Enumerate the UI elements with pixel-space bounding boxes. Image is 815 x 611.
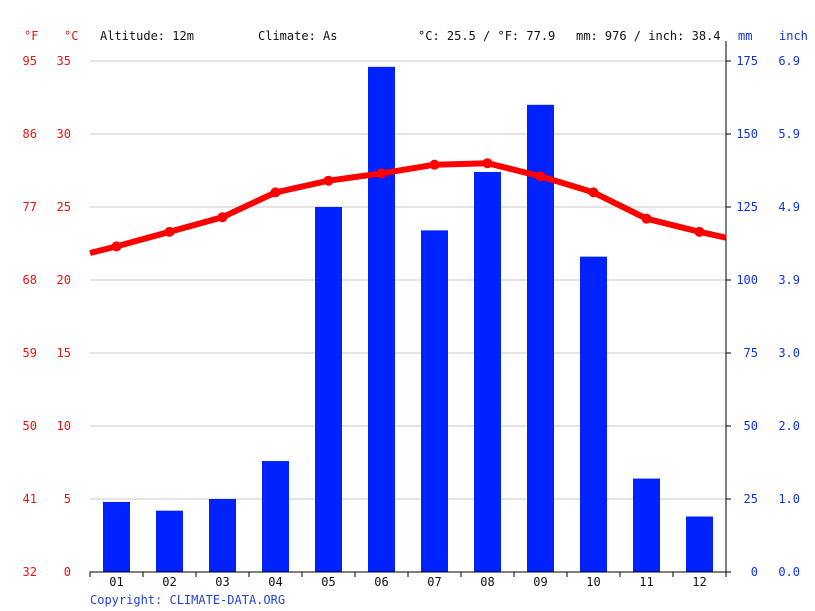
celsius-tick-label: 0 [64,565,71,579]
inch-tick-label: 6.9 [778,54,800,68]
temperature-line [89,158,727,256]
mm-tick-label: 125 [736,200,758,214]
month-tick-label: 02 [162,575,176,589]
inch-unit-label: inch [779,29,808,43]
celsius-tick-label: 35 [57,54,71,68]
precipitation-bar [368,66,395,572]
celsius-tick-label: 25 [57,200,71,214]
precipitation-bar [633,478,660,572]
precipitation-bar [315,207,342,572]
temperature-point [535,171,546,182]
inch-tick-label: 0.0 [778,565,800,579]
climate-label: Climate: As [258,29,337,43]
mm-tick-label: 50 [744,419,758,433]
mm-tick-label: 100 [736,273,758,287]
precipitation-bar [686,516,713,572]
temperature-average-label: °C: 25.5 / °F: 77.9 [418,29,555,43]
precipitation-bar [156,510,183,572]
fahrenheit-tick-label: 50 [23,419,37,433]
mm-tick-label: 75 [744,346,758,360]
grid-lines [90,60,726,500]
precipitation-bar [421,230,448,573]
temperature-line-path [89,160,727,256]
fahrenheit-tick-label: 68 [23,273,37,287]
month-tick-label: 03 [215,575,229,589]
temperature-point [429,159,440,170]
month-tick-label: 04 [268,575,282,589]
precipitation-bar [103,501,130,572]
fahrenheit-tick-label: 86 [23,127,37,141]
precipitation-bar [527,104,554,573]
mm-tick-label: 175 [736,54,758,68]
month-tick-label: 11 [639,575,653,589]
fahrenheit-tick-label: 77 [23,200,37,214]
fahrenheit-tick-label: 95 [23,54,37,68]
inch-tick-label: 2.0 [778,419,800,433]
axis-tick-labels: 32 0 0 0.041 5 25 1.050 10 50 2.059 15 75 3.068 20 100… [23,54,800,589]
inch-tick-label: 5.9 [778,127,800,141]
precipitation-bar [474,171,501,572]
celsius-tick-label: 30 [57,127,71,141]
precipitation-bar [209,499,236,572]
inch-tick-label: 4.9 [778,200,800,214]
celsius-tick-label: 5 [64,492,71,506]
temperature-point [694,226,705,237]
fahrenheit-unit-label: °F [24,29,38,43]
temperature-point [323,175,334,186]
month-tick-label: 09 [533,575,547,589]
inch-tick-label: 3.0 [778,346,800,360]
month-tick-label: 05 [321,575,335,589]
temperature-point [376,168,387,179]
axes [89,41,731,577]
temperature-point [588,187,599,198]
temperature-point [270,187,281,198]
celsius-tick-label: 20 [57,273,71,287]
fahrenheit-tick-label: 59 [23,346,37,360]
precipitation-bar [262,461,289,572]
month-tick-label: 07 [427,575,441,589]
fahrenheit-tick-label: 32 [23,565,37,579]
month-tick-label: 01 [109,575,123,589]
mm-unit-label: mm [738,29,752,43]
celsius-unit-label: °C [64,29,78,43]
celsius-tick-label: 10 [57,419,71,433]
month-tick-label: 10 [586,575,600,589]
month-tick-label: 08 [480,575,494,589]
precipitation-total-label: mm: 976 / inch: 38.4 [576,29,721,43]
inch-tick-label: 1.0 [778,492,800,506]
month-tick-label: 06 [374,575,388,589]
precipitation-bars [103,66,713,573]
copyright-link[interactable]: Copyright: CLIMATE-DATA.ORG [90,593,285,607]
fahrenheit-tick-label: 41 [23,492,37,506]
altitude-label: Altitude: 12m [100,29,194,43]
mm-tick-label: 150 [736,127,758,141]
precipitation-bar [580,256,607,572]
inch-tick-label: 3.9 [778,273,800,287]
mm-tick-label: 0 [751,565,758,579]
temperature-point [164,226,175,237]
temperature-point [111,241,122,252]
temperature-point [482,158,493,169]
temperature-point [217,212,228,223]
celsius-tick-label: 15 [57,346,71,360]
temperature-point [641,213,652,224]
mm-tick-label: 25 [744,492,758,506]
month-tick-label: 12 [692,575,706,589]
